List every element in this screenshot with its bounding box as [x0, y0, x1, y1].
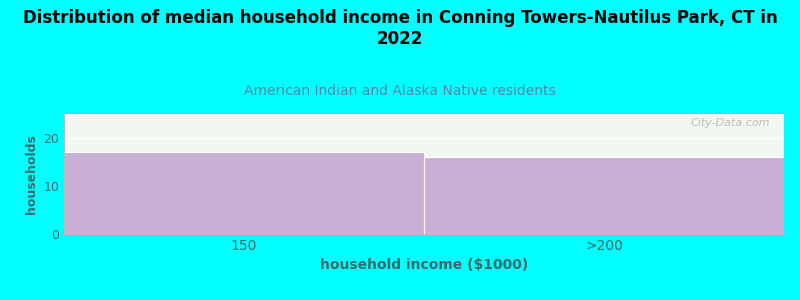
- Y-axis label: households: households: [25, 134, 38, 214]
- X-axis label: household income ($1000): household income ($1000): [320, 258, 528, 272]
- Text: Distribution of median household income in Conning Towers-Nautilus Park, CT in
2: Distribution of median household income …: [22, 9, 778, 48]
- Bar: [424, 157, 784, 234]
- Text: American Indian and Alaska Native residents: American Indian and Alaska Native reside…: [244, 84, 556, 98]
- Text: City-Data.com: City-Data.com: [690, 118, 770, 128]
- Bar: [64, 152, 424, 234]
